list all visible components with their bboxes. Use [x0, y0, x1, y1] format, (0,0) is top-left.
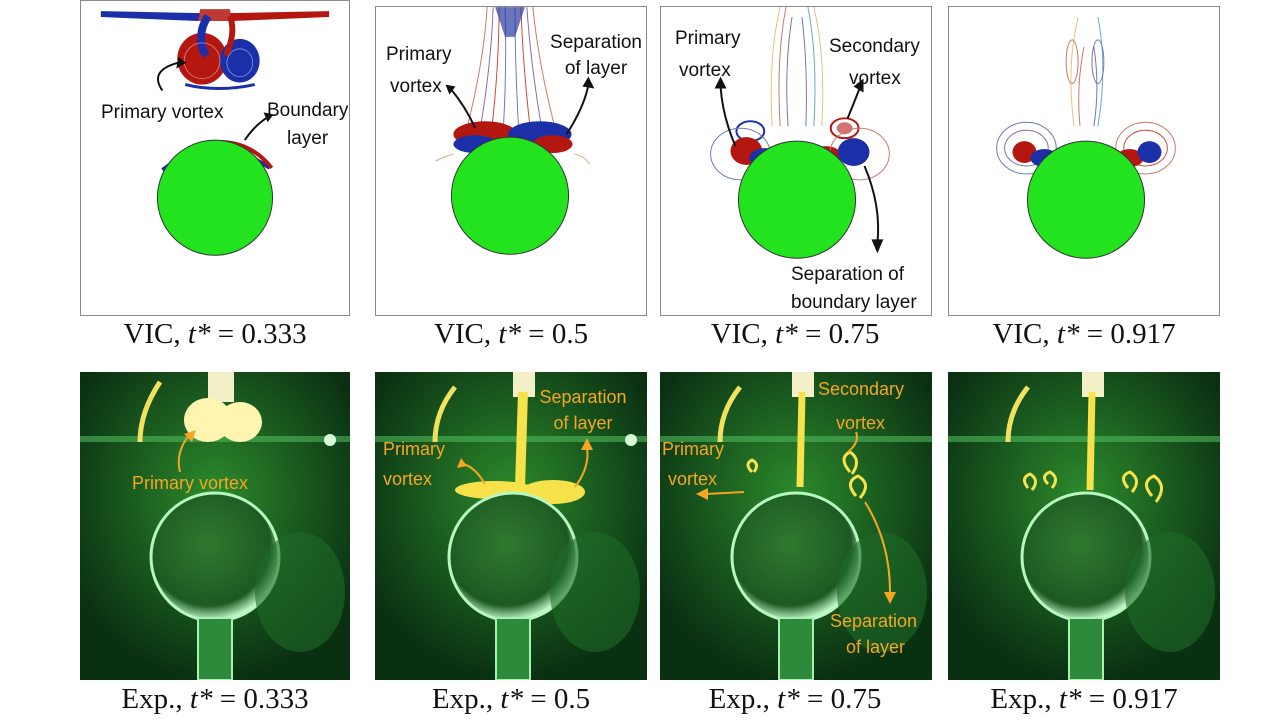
caption-exp-05: Exp., t* = 0.5 — [431, 683, 591, 715]
sphere — [156, 139, 274, 256]
label-vortex: vortex — [390, 76, 442, 97]
vic-panel-t05: Primary vortex Separation of layer — [375, 6, 647, 316]
label-boundary-layer: boundary layer — [791, 292, 917, 313]
vic-vorticity-plot — [996, 16, 1176, 259]
caption-vic-0333: VIC, t* = 0.333 — [123, 318, 307, 350]
label-separation: Separation — [539, 387, 627, 407]
vic-panel-t075: Primary vortex Secondary vortex Separati… — [660, 6, 932, 316]
label-primary: Primary — [662, 439, 724, 459]
exp-photo — [80, 372, 350, 680]
label-vortex: vortex — [679, 60, 731, 81]
label-of-layer: of layer — [846, 637, 906, 657]
label-primary: Primary — [386, 44, 452, 65]
vic-panel-t0333: Primary vortex Boundary layer — [80, 0, 350, 316]
label-of-layer: of layer — [553, 413, 613, 433]
label-secondary: Secondary — [818, 379, 905, 399]
vic-vorticity-plot — [435, 7, 595, 255]
label-layer: layer — [287, 128, 329, 149]
label-primary: Primary — [383, 439, 445, 459]
label-primary-vortex: Primary vortex — [132, 473, 249, 493]
label-vortex: vortex — [836, 413, 886, 433]
sphere — [450, 136, 570, 255]
exp-photo — [375, 372, 647, 680]
caption-exp-0917: Exp., t* = 0.917 — [990, 683, 1178, 715]
sphere — [737, 140, 857, 259]
exp-photo — [660, 372, 932, 680]
exp-photo-t05: Primary vortex Separation of layer — [375, 372, 647, 680]
label-separation: Separation — [830, 611, 918, 631]
vic-vorticity-plot — [100, 9, 330, 256]
label-vortex: vortex — [849, 68, 901, 89]
vic-vorticity-plot — [710, 7, 890, 259]
exp-photo-t0333: Primary vortex — [80, 372, 350, 680]
caption-vic-075: VIC, t* = 0.75 — [710, 318, 880, 350]
label-vortex: vortex — [668, 469, 718, 489]
label-of-layer: of layer — [564, 58, 628, 79]
vic-panel-t0917 — [948, 6, 1220, 316]
sphere — [1026, 140, 1146, 259]
exp-photo-t075: Primary vortex Secondary vortex Separati… — [660, 372, 932, 680]
caption-vic-0917: VIC, t* = 0.917 — [992, 318, 1176, 350]
label-primary: Primary — [675, 28, 741, 49]
label-boundary: Boundary — [267, 100, 349, 121]
label-separation: Separation — [550, 32, 642, 53]
caption-exp-075: Exp., t* = 0.75 — [708, 683, 882, 715]
label-vortex: vortex — [383, 469, 433, 489]
label-primary-vortex: Primary vortex — [101, 102, 224, 123]
caption-vic-05: VIC, t* = 0.5 — [433, 318, 589, 350]
label-secondary: Secondary — [829, 36, 920, 57]
label-separation-of: Separation of — [791, 264, 905, 285]
exp-photo-t0917 — [948, 372, 1220, 680]
caption-exp-0333: Exp., t* = 0.333 — [121, 683, 309, 715]
exp-photo — [948, 372, 1220, 680]
